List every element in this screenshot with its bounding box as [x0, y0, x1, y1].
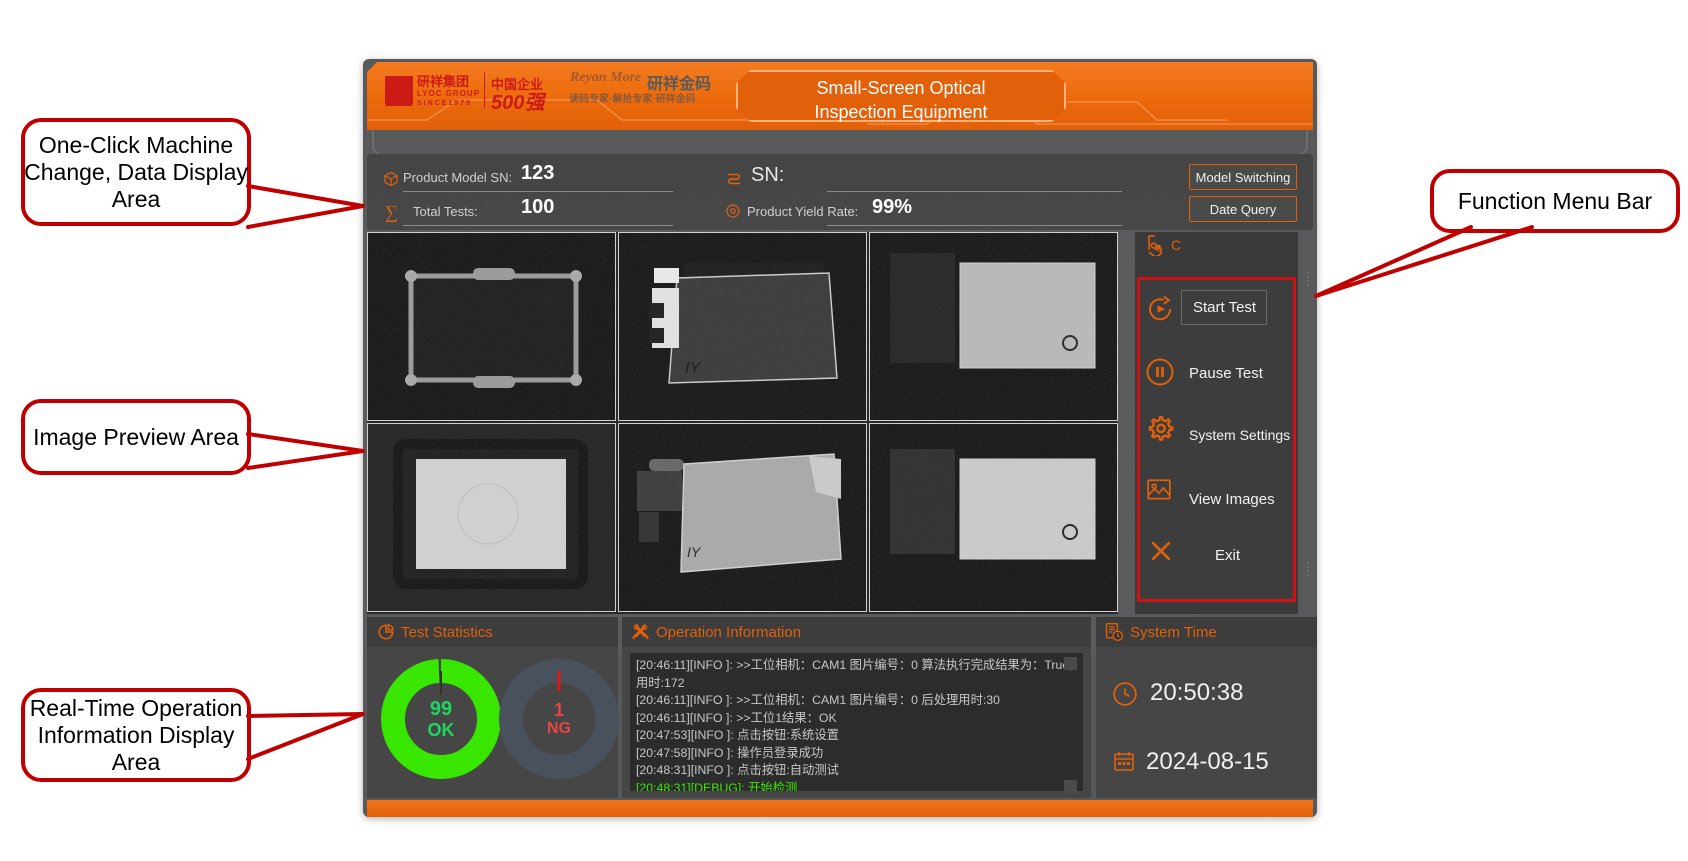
svg-text:IY: IY — [685, 360, 701, 377]
svg-text:II: II — [546, 290, 553, 304]
svg-text:IY: IY — [687, 544, 702, 560]
